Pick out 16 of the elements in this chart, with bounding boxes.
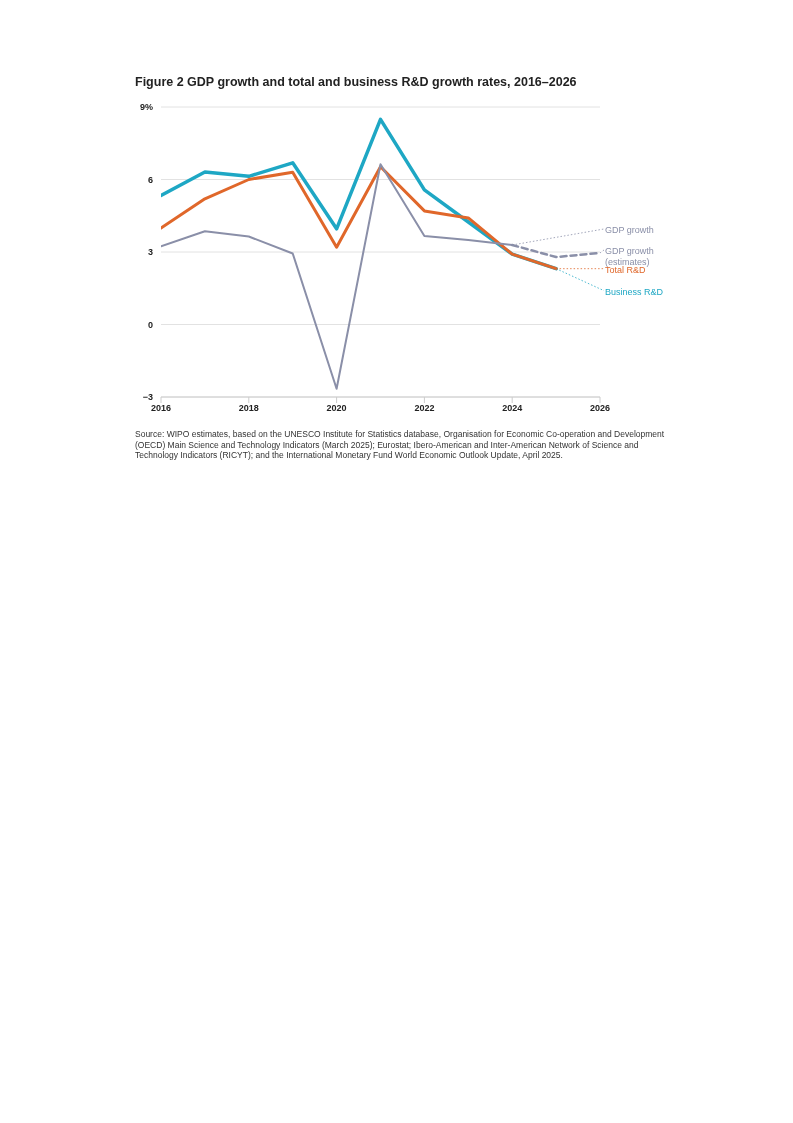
text: Business R&D bbox=[605, 286, 664, 297]
x-tick-label: 2016 bbox=[150, 403, 172, 414]
y-tick-label: 9% bbox=[139, 102, 153, 113]
chart-title: Figure 2 GDP growth and total and business R&D growth rates, 2016–2026 bbox=[135, 75, 578, 89]
text: GDP growth bbox=[605, 224, 654, 235]
legend-label: GDP growth (estimates) bbox=[605, 245, 654, 267]
y-tick-label: 0 bbox=[147, 319, 153, 330]
y-tick-label: −3 bbox=[142, 392, 153, 403]
x-tick-label: 2020 bbox=[326, 403, 347, 414]
x-tick-label: 2024 bbox=[502, 403, 523, 414]
x-tick-label: 2022 bbox=[414, 403, 435, 414]
y-tick-label: 3 bbox=[147, 247, 153, 258]
y-tick-label: 6 bbox=[147, 174, 153, 185]
source-note: Source: WIPO estimates, based on the UNESCO Institute for Statistics database, Organisation for Economic Co-operation and Development (OECD) Main Science and Technology Indicators (March 2025); Eurostat; Ibero-American and Inter-American Network of Science and Technology Indicators (RICYT); and the International Monetary Fund World Economic Outlook Update, April 2025. bbox=[135, 429, 665, 461]
x-tick-label: 2026 bbox=[589, 403, 611, 414]
x-tick-label: 2018 bbox=[238, 403, 259, 414]
